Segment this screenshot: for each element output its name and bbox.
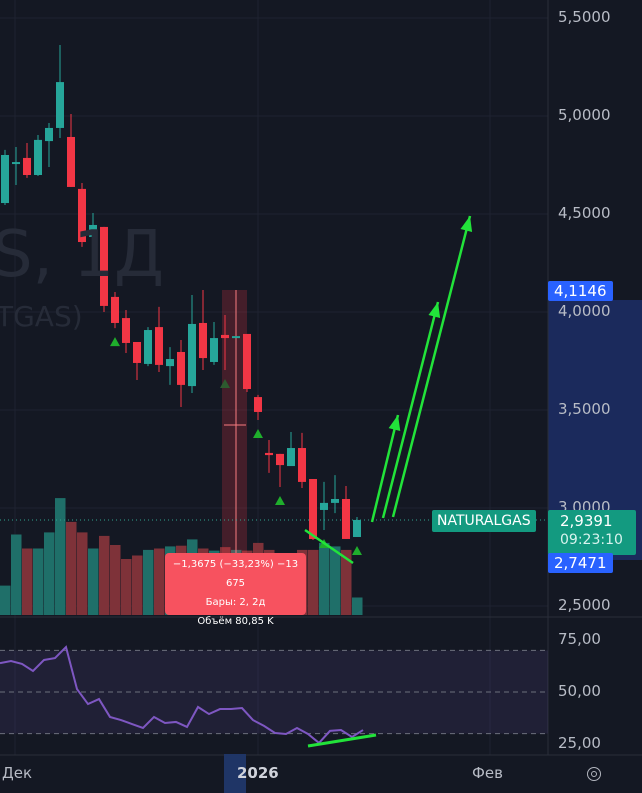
arrow-head-icon (428, 302, 441, 319)
candle-body (89, 224, 97, 237)
last-price-label: 2,9391 09:23:10 (548, 510, 636, 555)
volume-bar (341, 549, 352, 615)
watermark-ticker: TGAS) (0, 300, 83, 333)
price-tick: 5,5000 (558, 8, 611, 26)
candle-body (12, 162, 20, 165)
candle-body (1, 155, 9, 204)
time-tick-feb: Фев (472, 764, 503, 782)
price-tick: 2,5000 (558, 596, 611, 614)
bar-countdown: 09:23:10 (560, 532, 623, 548)
volume-bar (99, 535, 110, 615)
volume-bar (132, 555, 143, 615)
measure-bars: Бары: 2, 2д (205, 597, 266, 608)
volume-bar (55, 498, 66, 615)
time-tick-2026: 2026 (237, 764, 279, 782)
up-arrow-icon (391, 215, 472, 518)
volume-bar (308, 549, 319, 615)
divergence-line-rsi (307, 733, 377, 748)
time-tick-dec: Дек (2, 764, 33, 782)
arrow-head-icon (460, 216, 473, 233)
measure-volume: Объём 80,85 K (197, 616, 274, 627)
signal-triangle-icon (220, 379, 230, 389)
watermark-symbol: S, 1Д (0, 218, 165, 292)
candle-body (122, 318, 130, 343)
price-tick: 3,5000 (558, 400, 611, 418)
volume-bar (110, 545, 121, 615)
price-tick: 4,5000 (558, 204, 611, 222)
volume-bar (319, 542, 330, 615)
measure-tooltip: −1,3675 (−33,23%) −13 675 Бары: 2, 2д Об… (165, 553, 306, 627)
signal-triangle-icon (275, 496, 285, 506)
volume-bar (88, 548, 99, 615)
time-axis-highlight (224, 754, 246, 793)
volume-bar (143, 549, 154, 615)
candle-body (45, 127, 53, 142)
signal-triangle-icon (253, 428, 263, 438)
settings-icon[interactable] (587, 767, 601, 781)
volume-bar (352, 597, 363, 615)
candle-body (34, 139, 42, 175)
rsi-tick: 25,00 (558, 734, 601, 752)
rsi-tick: 75,00 (558, 630, 601, 648)
volume-bar (330, 546, 341, 615)
rsi-line (0, 645, 364, 745)
rsi-tick: 50,00 (558, 682, 601, 700)
candle-body (100, 226, 108, 306)
candle-body (177, 351, 185, 385)
candle-body (199, 322, 207, 359)
candle-body (67, 136, 75, 187)
candle-body (78, 188, 86, 243)
candle-body (23, 157, 31, 175)
candle-body (254, 397, 262, 412)
candle-body (155, 327, 163, 365)
up-arrow-icon (381, 301, 440, 519)
candle-body (232, 336, 240, 339)
candle-body (56, 82, 64, 128)
candle-body (309, 478, 317, 539)
volume-bar (33, 548, 44, 615)
candle-body (210, 338, 218, 362)
range-high-label: 4,1146 (548, 281, 613, 301)
candle-body (243, 333, 251, 390)
signal-triangle-icon (110, 337, 120, 347)
last-price: 2,9391 (560, 512, 613, 530)
arrow-head-icon (388, 415, 401, 431)
range-low-label: 2,7471 (548, 553, 613, 573)
candle-body (298, 448, 306, 482)
candle-body (353, 519, 361, 538)
price-tick: 4,0000 (558, 302, 611, 320)
measure-change: −1,3675 (−33,23%) −13 675 (172, 559, 299, 589)
candle-body (188, 323, 196, 387)
volume-bar (22, 548, 33, 615)
volume-bar (0, 585, 11, 615)
candle-body (144, 330, 152, 364)
candle-body (331, 498, 339, 503)
symbol-label: NATURALGAS (432, 510, 536, 532)
candle-body (287, 448, 295, 467)
volume-bar (121, 559, 132, 615)
candle-body (221, 334, 229, 339)
candle-body (320, 502, 328, 510)
divergence-line-price (304, 528, 354, 565)
candle-body (133, 341, 141, 363)
volume-bar (66, 521, 77, 615)
candle-body (265, 452, 273, 456)
volume-bar (77, 532, 88, 615)
signal-triangle-icon (352, 546, 362, 556)
volume-bar (11, 534, 22, 615)
candle-body (276, 453, 284, 466)
volume-bar (44, 532, 55, 615)
up-arrow-icon (370, 414, 400, 523)
candle-body (111, 296, 119, 323)
candle-body (166, 359, 174, 367)
candle-body (342, 498, 350, 539)
volume-bar (154, 548, 165, 615)
price-tick: 5,0000 (558, 106, 611, 124)
